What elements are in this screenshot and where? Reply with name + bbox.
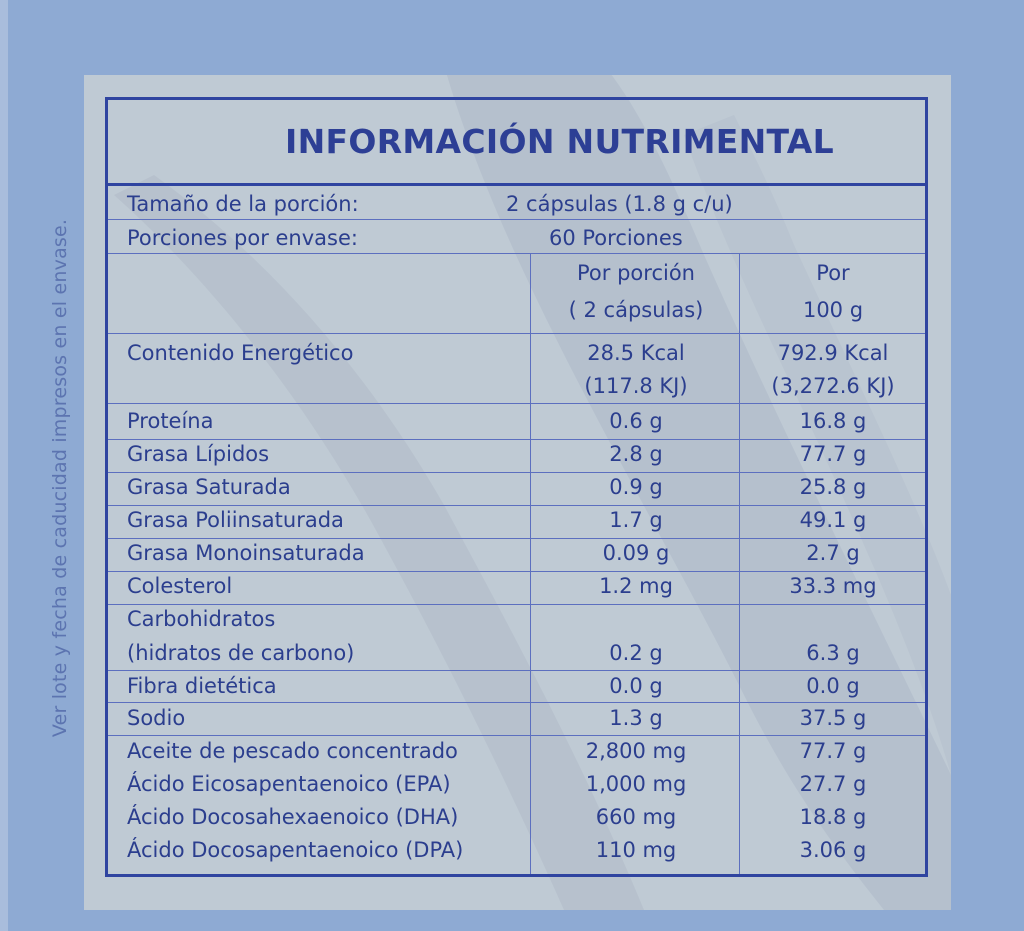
fiber-label: Fibra dietética (127, 674, 277, 698)
oil-name: Ácido Docosapentaenoico (DPA) (127, 838, 464, 862)
oil-per-100g: 27.7 g (799, 772, 867, 796)
nutrient-per-serving: 0.6 g (609, 409, 663, 433)
row-divider (108, 253, 925, 254)
oil-name: Ácido Docosahexaenoico (DHA) (127, 805, 459, 829)
nutrient-per-serving: 1.2 mg (599, 574, 673, 598)
page-title: INFORMACIÓN NUTRIMENTAL (285, 122, 834, 161)
carbs-label: Carbohidratos (127, 607, 276, 631)
nutrient-per-100g: 33.3 mg (789, 574, 877, 598)
row-divider (108, 403, 925, 404)
servings-per-container-label: Porciones por envase: (127, 226, 358, 250)
nutrient-name: Grasa Lípidos (127, 442, 270, 466)
oil-per-serving: 110 mg (595, 838, 677, 862)
fiber-per-serving: 0.0 g (609, 674, 663, 698)
side-note: Ver lote y fecha de caducidad impresos e… (49, 218, 71, 738)
oil-name: Ácido Eicosapentaenoico (EPA) (127, 772, 451, 796)
nutrient-per-100g: 49.1 g (799, 508, 867, 532)
sodium-per-100g: 37.5 g (799, 706, 867, 730)
nutrient-name: Colesterol (127, 574, 233, 598)
row-divider (108, 571, 925, 572)
row-divider (108, 333, 925, 334)
per-serving-header: Por porción (577, 261, 695, 285)
energy-per-serving-kcal: 28.5 Kcal (587, 341, 685, 365)
energy-per-serving-kj: (117.8 KJ) (584, 374, 688, 398)
oil-per-serving: 2,800 mg (585, 739, 687, 763)
oil-per-100g: 18.8 g (799, 805, 867, 829)
energy-per-100g-kj: (3,272.6 KJ) (771, 374, 895, 398)
row-divider (108, 604, 925, 605)
carbs-sublabel: (hidratos de carbono) (127, 641, 355, 665)
nutrient-name: Grasa Saturada (127, 475, 291, 499)
row-divider (108, 472, 925, 473)
energy-label: Contenido Energético (127, 341, 354, 365)
column-divider (739, 253, 740, 874)
sodium-label: Sodio (127, 706, 186, 730)
row-divider (108, 670, 925, 671)
title-bar: INFORMACIÓN NUTRIMENTAL (108, 100, 925, 186)
carbs-per-serving: 0.2 g (609, 641, 663, 665)
row-divider (108, 219, 925, 220)
row-divider (108, 439, 925, 440)
row-divider (108, 505, 925, 506)
nutrient-name: Proteína (127, 409, 214, 433)
nutrient-per-serving: 0.09 g (602, 541, 670, 565)
serving-size-value: 2 cápsulas (1.8 g c/u) (506, 192, 733, 216)
brush-stroke-background (114, 75, 951, 910)
oil-per-serving: 660 mg (595, 805, 677, 829)
nutrition-panel: INFORMACIÓN NUTRIMENTAL Tamaño de la por… (84, 75, 951, 910)
nutrient-per-100g: 2.7 g (806, 541, 860, 565)
nutrient-per-100g: 16.8 g (799, 409, 867, 433)
row-divider (108, 702, 925, 703)
oil-name: Aceite de pescado concentrado (127, 739, 458, 763)
per-100g-header: Por (816, 261, 850, 285)
nutrition-grid: Tamaño de la porción: 2 cápsulas (1.8 g … (108, 186, 925, 874)
nutrient-per-100g: 77.7 g (799, 442, 867, 466)
per-serving-subheader: ( 2 cápsulas) (568, 298, 704, 322)
nutrient-name: Grasa Poliinsaturada (127, 508, 344, 532)
column-divider (530, 253, 531, 874)
per-100g-subheader: 100 g (802, 298, 864, 322)
energy-per-100g-kcal: 792.9 Kcal (777, 341, 889, 365)
nutrition-facts-table: INFORMACIÓN NUTRIMENTAL Tamaño de la por… (105, 97, 928, 877)
oil-per-serving: 1,000 mg (585, 772, 687, 796)
nutrient-per-serving: 0.9 g (609, 475, 663, 499)
nutrient-per-100g: 25.8 g (799, 475, 867, 499)
row-divider (108, 538, 925, 539)
nutrient-per-serving: 1.7 g (609, 508, 663, 532)
row-divider (108, 735, 925, 736)
carbs-per-100g: 6.3 g (806, 641, 860, 665)
nutrient-name: Grasa Monoinsaturada (127, 541, 365, 565)
servings-per-container-value: 60 Porciones (549, 226, 683, 250)
left-edge-strip (0, 0, 8, 931)
sodium-per-serving: 1.3 g (609, 706, 663, 730)
serving-size-label: Tamaño de la porción: (127, 192, 359, 216)
nutrient-per-serving: 2.8 g (609, 442, 663, 466)
oil-per-100g: 3.06 g (799, 838, 867, 862)
fiber-per-100g: 0.0 g (806, 674, 860, 698)
oil-per-100g: 77.7 g (799, 739, 867, 763)
